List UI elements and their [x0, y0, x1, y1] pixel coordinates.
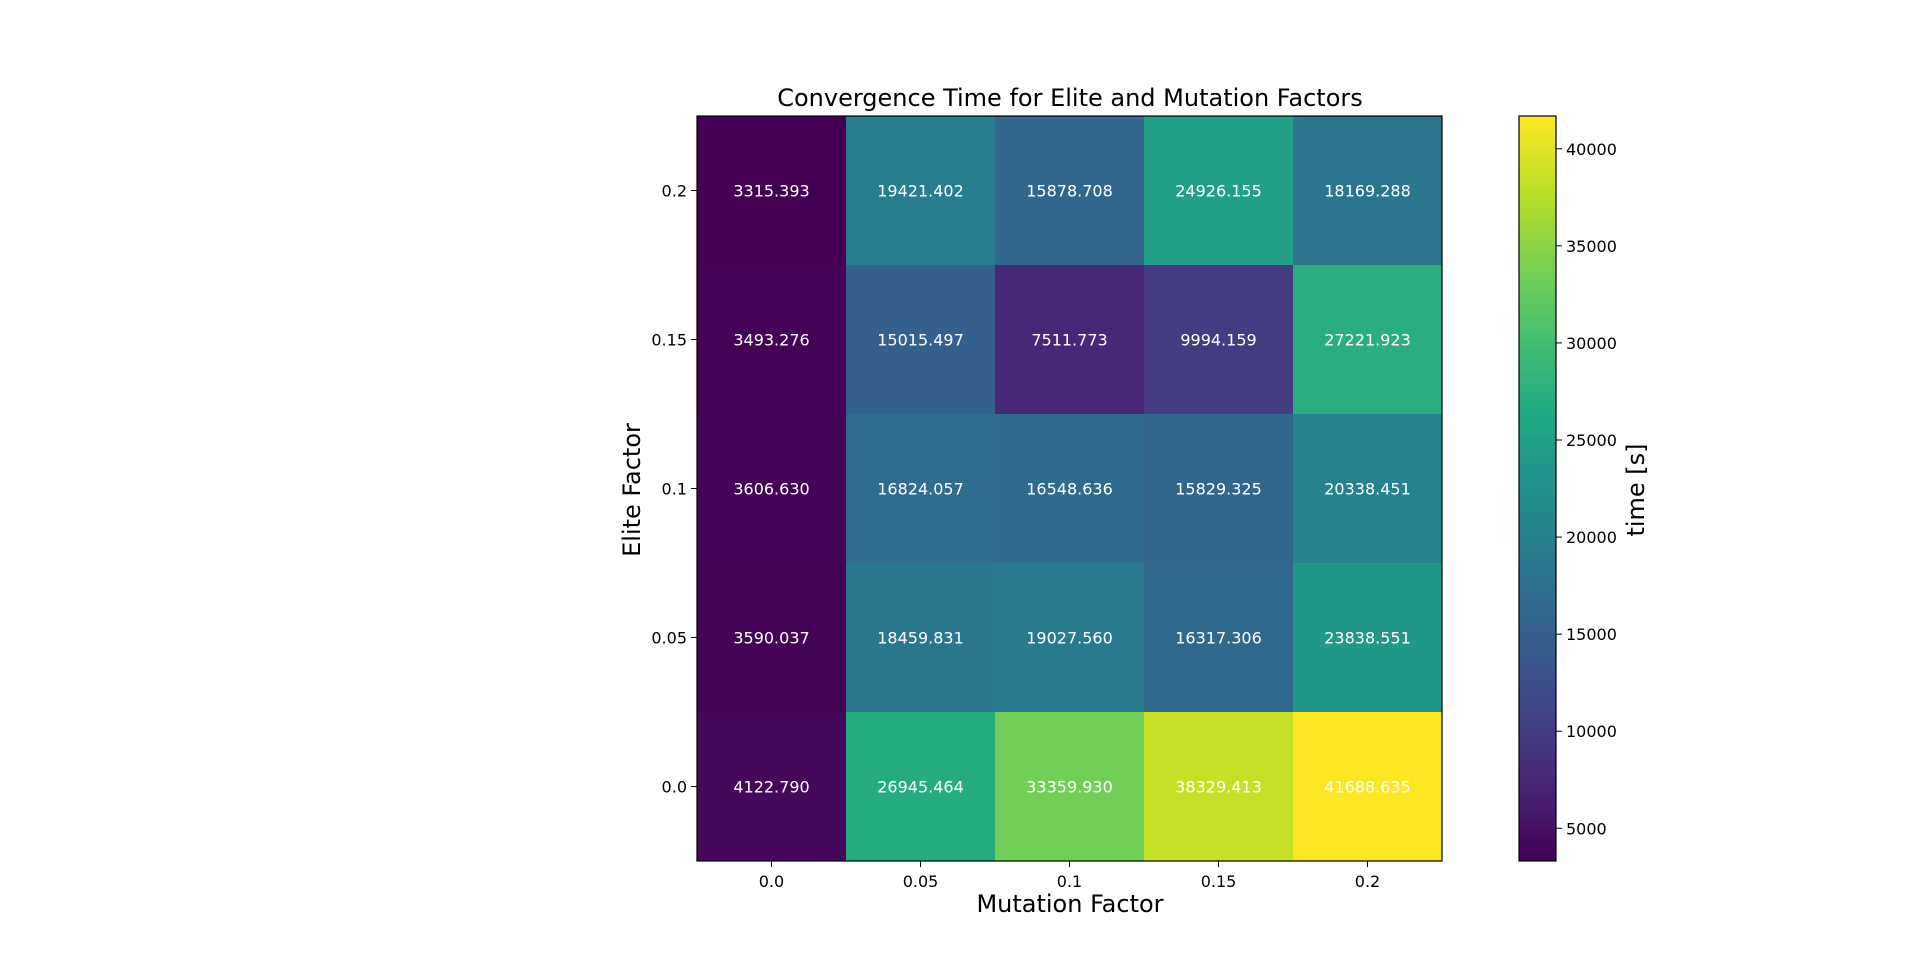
heatmap-cell [1293, 265, 1443, 415]
heatmap-cell [995, 414, 1145, 564]
cell-value-label: 26945.464 [877, 778, 964, 797]
cell-value-label: 20338.451 [1324, 480, 1411, 499]
heatmap-cell [1293, 116, 1443, 266]
heatmap-cell [846, 712, 996, 862]
heatmap-cell [846, 563, 996, 713]
colorbar-tick-label: 30000 [1566, 334, 1617, 353]
y-tick-label: 0.2 [662, 182, 687, 201]
cell-value-label: 33359.930 [1026, 778, 1113, 797]
y-tick-label: 0.0 [662, 778, 687, 797]
heatmap-cell [697, 265, 847, 415]
chart-title: Convergence Time for Elite and Mutation … [777, 84, 1363, 112]
heatmap-cell-labels: 3315.393 19421.402 15878.708 24926.155 18169… [733, 182, 1410, 797]
heatmap-cell [1293, 414, 1443, 564]
cell-value-label: 16824.057 [877, 480, 964, 499]
y-tick-label: 0.05 [651, 629, 687, 648]
cell-value-label: 3493.276 [733, 331, 809, 350]
x-tick-label: 0.1 [1057, 872, 1082, 891]
colorbar-ticks: 5000 10000 15000 20000 25000 30000 35000 40000 [1556, 140, 1617, 838]
heatmap-cell [1144, 414, 1294, 564]
x-axis-ticks: 0.0 0.05 0.1 0.15 0.2 [759, 861, 1380, 891]
colorbar-tick-label: 20000 [1566, 528, 1617, 547]
heatmap-cell [995, 563, 1145, 713]
cell-value-label: 24926.155 [1175, 182, 1262, 201]
heatmap-cell [697, 563, 847, 713]
cell-value-label: 16317.306 [1175, 629, 1262, 648]
cell-value-label: 4122.790 [733, 778, 809, 797]
heatmap-cell [846, 116, 996, 266]
heatmap-cell [697, 116, 847, 266]
cell-value-label: 15829.325 [1175, 480, 1262, 499]
cell-value-label: 15878.708 [1026, 182, 1113, 201]
colorbar-tick-label: 35000 [1566, 237, 1617, 256]
cell-value-label: 3315.393 [733, 182, 809, 201]
heatmap-cell [995, 712, 1145, 862]
x-tick-label: 0.15 [1201, 872, 1237, 891]
cell-value-label: 19421.402 [877, 182, 964, 201]
cell-value-label: 18459.831 [877, 629, 964, 648]
colorbar-tick-label: 40000 [1566, 140, 1617, 159]
cell-value-label: 38329.413 [1175, 778, 1262, 797]
heatmap-cell [1293, 712, 1443, 862]
cell-value-label: 3590.037 [733, 629, 809, 648]
x-tick-label: 0.2 [1355, 872, 1380, 891]
cell-value-label: 19027.560 [1026, 629, 1113, 648]
cell-value-label: 18169.288 [1324, 182, 1411, 201]
heatmap-cell [1144, 563, 1294, 713]
heatmap-cell [1293, 563, 1443, 713]
y-axis-label: Elite Factor [618, 423, 646, 557]
cell-value-label: 15015.497 [877, 331, 964, 350]
colorbar-tick-label: 10000 [1566, 722, 1617, 741]
cell-value-label: 16548.636 [1026, 480, 1113, 499]
y-tick-label: 0.15 [651, 331, 687, 350]
heatmap-cell [995, 116, 1145, 266]
cell-value-label: 27221.923 [1324, 331, 1411, 350]
cell-value-label: 3606.630 [733, 480, 809, 499]
cell-value-label: 9994.159 [1180, 331, 1256, 350]
x-axis-label: Mutation Factor [976, 890, 1163, 918]
heatmap-cell [846, 265, 996, 415]
heatmap-cell [697, 712, 847, 862]
colorbar-tick-label: 25000 [1566, 431, 1617, 450]
cell-value-label: 7511.773 [1031, 331, 1107, 350]
heatmap-cell [1144, 116, 1294, 266]
x-tick-label: 0.0 [759, 872, 784, 891]
cell-value-label: 41688.635 [1324, 778, 1411, 797]
y-axis-ticks: 0.2 0.15 0.1 0.05 0.0 [651, 182, 697, 797]
heatmap-cell [995, 265, 1145, 415]
colorbar-tick-label: 15000 [1566, 625, 1617, 644]
heatmap-cell [846, 414, 996, 564]
x-tick-label: 0.05 [903, 872, 939, 891]
colorbar-label: time [s] [1622, 443, 1650, 536]
heatmap-cells [697, 116, 1443, 862]
heatmap-cell [697, 414, 847, 564]
y-tick-label: 0.1 [662, 480, 687, 499]
cell-value-label: 23838.551 [1324, 629, 1411, 648]
heatmap-cell [1144, 265, 1294, 415]
colorbar [1518, 115, 1557, 862]
heatmap-cell [1144, 712, 1294, 862]
colorbar-tick-label: 5000 [1566, 819, 1607, 838]
